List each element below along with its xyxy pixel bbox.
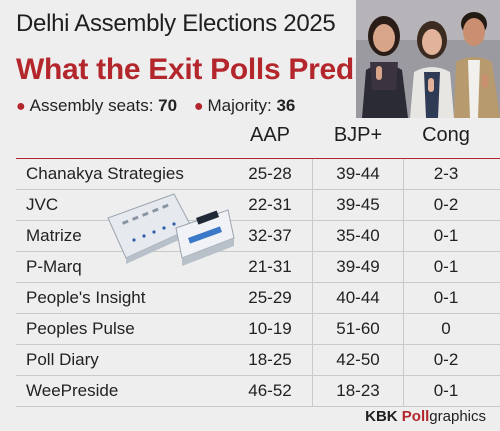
agency-name: JVC: [26, 195, 59, 214]
bjp-seats: 40-44: [336, 288, 380, 307]
cong-seats: 0-1: [433, 288, 459, 307]
agency-name: P-Marq: [26, 257, 82, 276]
bjp-seats: 39-45: [336, 195, 380, 214]
bullet-icon: ●: [193, 98, 204, 115]
table-bottom-border: [16, 406, 500, 407]
table-row: JVC 22-31 39-45 0-2: [16, 189, 500, 220]
bjp-seats: 35-40: [336, 226, 380, 245]
bjp-seats: 51-60: [336, 319, 380, 338]
agency-name: Peoples Pulse: [26, 319, 135, 338]
agency-name: Matrize: [26, 226, 82, 245]
cong-seats: 0: [441, 319, 451, 338]
table-row: Peoples Pulse 10-19 51-60 0: [16, 313, 500, 344]
key-facts: ● Assembly seats: 70 ● Majority: 36: [16, 96, 307, 116]
column-header-cong: Cong: [422, 124, 470, 146]
table-row: Matrize 32-37 35-40 0-1: [16, 220, 500, 251]
aap-seats: 18-25: [248, 350, 292, 369]
page-subtitle: What the Exit Polls Predict: [16, 53, 388, 86]
aap-seats: 25-28: [248, 164, 292, 183]
agency-name: Chanakya Strategies: [26, 164, 184, 183]
table-row: P-Marq 21-31 39-49 0-1: [16, 251, 500, 282]
table-row: Poll Diary 18-25 42-50 0-2: [16, 344, 500, 375]
bjp-seats: 42-50: [336, 350, 380, 369]
table-row: Chanakya Strategies 25-28 39-44 2-3: [16, 158, 500, 189]
column-header-bjp: BJP+: [333, 124, 383, 146]
bjp-seats: 39-44: [336, 164, 380, 183]
header: Delhi Assembly Elections 2025 What the E…: [0, 0, 500, 125]
agency-name: Poll Diary: [26, 350, 99, 369]
agency-name: People's Insight: [26, 288, 146, 307]
aap-seats: 25-29: [248, 288, 292, 307]
evm-machine-illustration: [107, 193, 235, 266]
voters-photo-illustration: [356, 0, 500, 118]
cong-seats: 0-1: [433, 226, 459, 245]
table-row: People's Insight 25-29 40-44 0-1: [16, 282, 500, 313]
table-row: WeePreside 46-52 18-23 0-1: [16, 375, 500, 406]
bjp-seats: 39-49: [336, 257, 380, 276]
cong-seats: 0-2: [433, 350, 459, 369]
cong-seats: 0-2: [433, 195, 459, 214]
fact-seats: ● Assembly seats: 70: [16, 96, 178, 115]
cong-seats: 2-3: [433, 164, 459, 183]
cong-seats: 0-1: [433, 381, 459, 400]
bjp-seats: 18-23: [336, 381, 380, 400]
page-title: Delhi Assembly Elections 2025: [16, 10, 336, 37]
column-header-aap: AAP: [249, 124, 291, 146]
agency-name: WeePreside: [26, 381, 119, 400]
cong-seats: 0-1: [433, 257, 459, 276]
aap-seats: 22-31: [248, 195, 292, 214]
brand-credit: KBK Pollgraphics: [365, 408, 486, 425]
bullet-icon: ●: [16, 98, 26, 115]
aap-seats: 21-31: [248, 257, 292, 276]
aap-seats: 32-37: [248, 226, 292, 245]
aap-seats: 10-19: [248, 319, 292, 338]
fact-majority: ● Majority: 36: [193, 96, 296, 115]
aap-seats: 46-52: [248, 381, 292, 400]
